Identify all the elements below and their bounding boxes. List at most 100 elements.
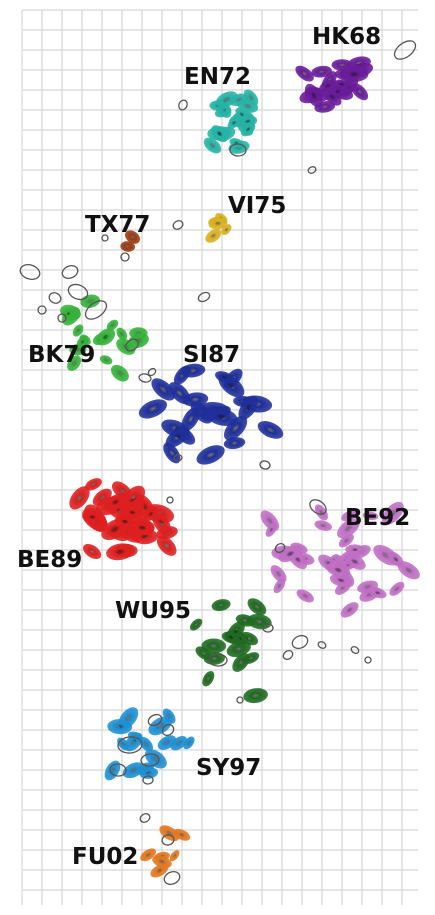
cluster-tx77 [120, 230, 140, 252]
antigen-blob [69, 486, 90, 510]
label-fu02: FU02 [72, 844, 138, 870]
cluster-vi75 [205, 212, 232, 243]
label-sy97: SY97 [196, 755, 261, 781]
cluster-hk68 [295, 56, 374, 113]
antigen-blob [203, 137, 222, 154]
label-be92: BE92 [345, 505, 410, 531]
antigen-blob [340, 602, 359, 618]
serum-outline [139, 813, 151, 823]
antigen-blob [243, 688, 268, 704]
antigen-blob [110, 364, 129, 382]
antigen-blob [362, 511, 379, 521]
label-en72: EN72 [184, 64, 251, 90]
antigen-blob [106, 319, 119, 331]
antigen-blob [206, 407, 238, 427]
antigen-blob [148, 716, 172, 736]
antigen-blob [140, 848, 156, 862]
antigen-blob [165, 426, 190, 448]
antigen-blob [215, 371, 234, 384]
antigen-blob [232, 653, 250, 672]
antigen-blob [120, 241, 136, 252]
serum-outline [309, 499, 327, 515]
serum-outline [67, 283, 89, 301]
serum-outline [120, 252, 130, 262]
antigen-blob [72, 324, 84, 337]
serum-outline [19, 264, 41, 280]
serum-outline [147, 713, 163, 727]
antigen-blob [240, 631, 259, 646]
label-tx77: TX77 [85, 212, 150, 238]
antigen-blob [125, 230, 140, 244]
grid [21, 9, 418, 905]
antigen-blob [76, 335, 89, 349]
antigen-blob [168, 382, 191, 405]
antigen-blob [322, 87, 342, 106]
antigen-blob [314, 504, 328, 521]
antigen-blob [85, 478, 102, 491]
serum-outline [109, 763, 127, 777]
serum-outline [178, 99, 188, 111]
antigen-blob [208, 217, 228, 230]
serum-outline [317, 641, 327, 649]
antigen-blob [151, 378, 176, 401]
label-wu95: WU95 [115, 598, 191, 624]
antigen-blob [341, 510, 358, 522]
antigen-blob [169, 850, 180, 862]
antigen-blob [215, 91, 238, 108]
cluster-fu02 [140, 825, 191, 878]
antigen-blob [247, 598, 267, 616]
serum-outline [37, 305, 47, 315]
cluster-en72 [203, 89, 259, 154]
antigen-blob [270, 565, 287, 583]
antigen-blob [257, 421, 284, 439]
serum-outline [173, 454, 183, 462]
antigen-blob [319, 79, 338, 92]
antigen-blob [227, 116, 241, 129]
antigen-blob [226, 640, 251, 658]
antigen-blob [67, 355, 82, 371]
antigen-blob [129, 520, 155, 536]
antigen-blob [196, 445, 225, 465]
antigen-blob [357, 580, 379, 594]
antigen-blob [116, 327, 128, 341]
antigen-blob [159, 825, 180, 842]
antigen-blob [205, 228, 222, 243]
antigen-blob [211, 599, 231, 612]
cluster-be89 [69, 478, 178, 561]
serum-outline [163, 871, 181, 885]
antigen-blob [221, 631, 240, 644]
label-vi75: VI75 [228, 193, 286, 219]
antigen-blob [138, 399, 167, 419]
antigen-blob [122, 762, 145, 779]
antigen-blob [211, 125, 228, 143]
antigen-blob [114, 515, 136, 528]
serum-outline [138, 373, 152, 383]
serum-outline [259, 460, 271, 470]
serum-outline [125, 338, 139, 352]
serum-outline [161, 834, 175, 846]
antigen-blob [106, 543, 135, 561]
serum-outline [147, 367, 157, 377]
serum-outline [197, 291, 211, 303]
antigen-blob [202, 671, 215, 687]
antigen-blob [139, 767, 159, 779]
antigen-blob [99, 355, 113, 365]
antigen-blob [332, 79, 351, 90]
antigen-blob [107, 719, 133, 735]
antigen-blob [296, 589, 314, 603]
antigen-blob [247, 613, 272, 630]
antigen-blob [163, 442, 181, 464]
antigen-blob [343, 553, 366, 570]
antigen-blob [181, 407, 200, 431]
antigen-blob [387, 551, 404, 568]
serum-outline [84, 300, 108, 320]
antigen-blob [143, 506, 159, 522]
serum-outline [166, 496, 174, 504]
antigen-blob [397, 561, 420, 580]
antigen-blob [189, 618, 203, 631]
antigen-blob [338, 533, 354, 548]
antigen-blob [382, 501, 404, 525]
serum-outlines [19, 40, 417, 885]
serum-outline [229, 143, 247, 157]
serum-outline [393, 40, 417, 60]
